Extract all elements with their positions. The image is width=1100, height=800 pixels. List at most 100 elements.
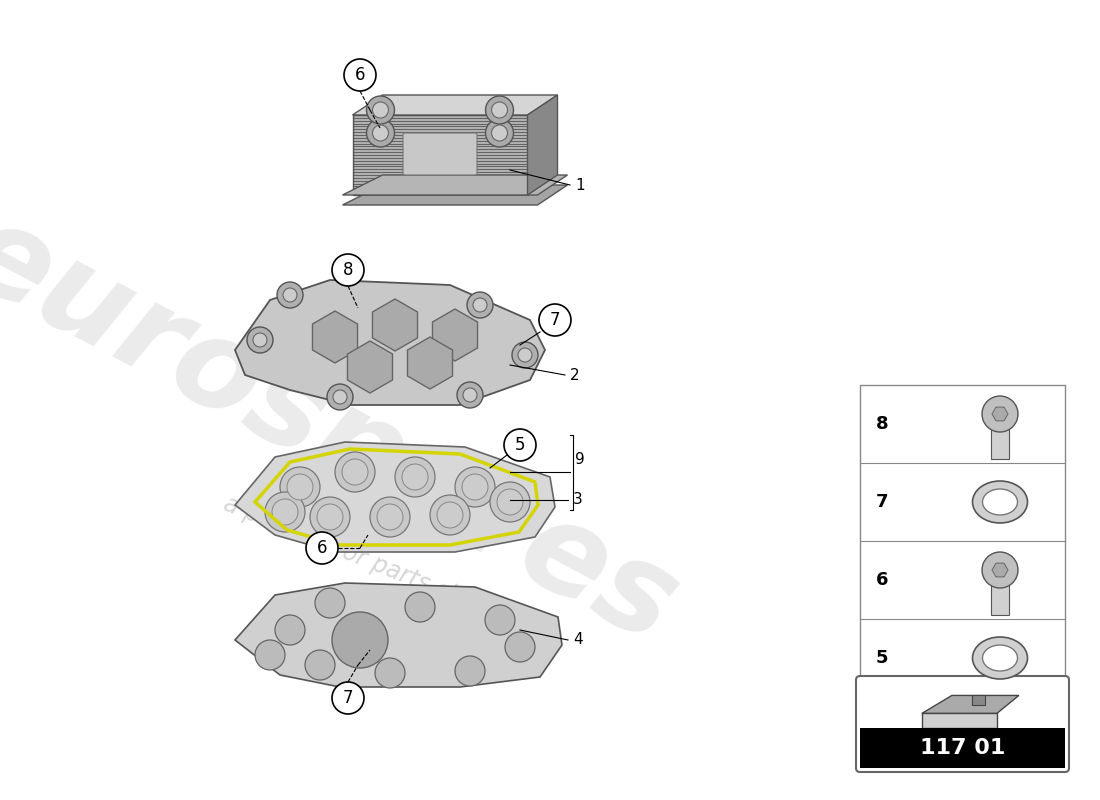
Polygon shape [352,95,558,115]
Circle shape [982,396,1018,432]
Polygon shape [352,115,528,195]
Text: 5: 5 [876,649,889,667]
Circle shape [456,382,483,408]
Ellipse shape [972,481,1027,523]
Circle shape [395,457,434,497]
Circle shape [492,102,507,118]
Circle shape [485,119,514,147]
Text: 7: 7 [876,493,889,511]
Text: 7: 7 [550,311,560,329]
Polygon shape [235,280,544,405]
Circle shape [327,384,353,410]
Circle shape [504,429,536,461]
Circle shape [492,125,507,141]
Circle shape [437,502,463,528]
Text: 2: 2 [570,367,580,382]
Circle shape [248,327,273,353]
Polygon shape [342,175,568,195]
Text: 4: 4 [573,633,583,647]
Circle shape [982,552,1018,588]
Ellipse shape [982,489,1018,515]
Circle shape [539,304,571,336]
Circle shape [342,459,369,485]
Circle shape [468,292,493,318]
Text: 9: 9 [575,453,585,467]
Circle shape [336,452,375,492]
Circle shape [512,342,538,368]
Text: eurospares: eurospares [0,191,697,669]
Circle shape [277,282,302,308]
Ellipse shape [972,637,1027,679]
Text: 3: 3 [573,493,583,507]
Circle shape [485,96,514,124]
Circle shape [272,499,298,525]
Circle shape [463,388,477,402]
Circle shape [344,59,376,91]
FancyBboxPatch shape [856,676,1069,772]
Circle shape [430,495,470,535]
Text: 5: 5 [515,436,526,454]
Circle shape [375,658,405,688]
Bar [860,728,1065,768]
Polygon shape [342,185,568,205]
Circle shape [490,482,530,522]
Polygon shape [407,337,452,389]
Circle shape [518,348,532,362]
Circle shape [253,333,267,347]
Circle shape [462,474,488,500]
Circle shape [332,612,388,668]
Polygon shape [348,341,393,393]
Text: 6: 6 [317,539,328,557]
Circle shape [377,504,403,530]
Circle shape [306,532,338,564]
Circle shape [485,605,515,635]
Circle shape [473,298,487,312]
Polygon shape [528,95,558,195]
Bar [991,419,1009,459]
Circle shape [255,640,285,670]
Text: a passion for parts since 1985: a passion for parts since 1985 [220,492,560,648]
FancyBboxPatch shape [403,133,477,175]
Text: 117 01: 117 01 [920,738,1005,758]
Polygon shape [312,311,358,363]
Text: 1: 1 [575,178,584,193]
Text: 7: 7 [343,689,353,707]
Circle shape [405,592,435,622]
Bar [860,385,1065,697]
Text: 8: 8 [343,261,353,279]
Circle shape [283,288,297,302]
Circle shape [315,588,345,618]
Ellipse shape [982,645,1018,671]
Circle shape [366,96,395,124]
Circle shape [332,682,364,714]
Polygon shape [235,442,556,552]
Circle shape [402,464,428,490]
Text: 6: 6 [876,571,889,589]
Bar [991,575,1009,615]
Circle shape [333,390,346,404]
Circle shape [505,632,535,662]
Circle shape [275,615,305,645]
Polygon shape [922,695,1019,714]
Circle shape [366,119,395,147]
Circle shape [373,102,388,118]
Circle shape [310,497,350,537]
Polygon shape [373,299,418,351]
Circle shape [332,254,364,286]
Polygon shape [432,309,477,361]
Text: 8: 8 [876,415,889,433]
Circle shape [305,650,336,680]
Polygon shape [992,407,1008,421]
Text: 6: 6 [354,66,365,84]
Circle shape [455,656,485,686]
Circle shape [373,125,388,141]
Polygon shape [972,695,984,706]
Polygon shape [992,563,1008,577]
Circle shape [317,504,343,530]
Circle shape [287,474,314,500]
Circle shape [370,497,410,537]
Circle shape [497,489,522,515]
Circle shape [280,467,320,507]
Circle shape [455,467,495,507]
Polygon shape [922,714,997,729]
